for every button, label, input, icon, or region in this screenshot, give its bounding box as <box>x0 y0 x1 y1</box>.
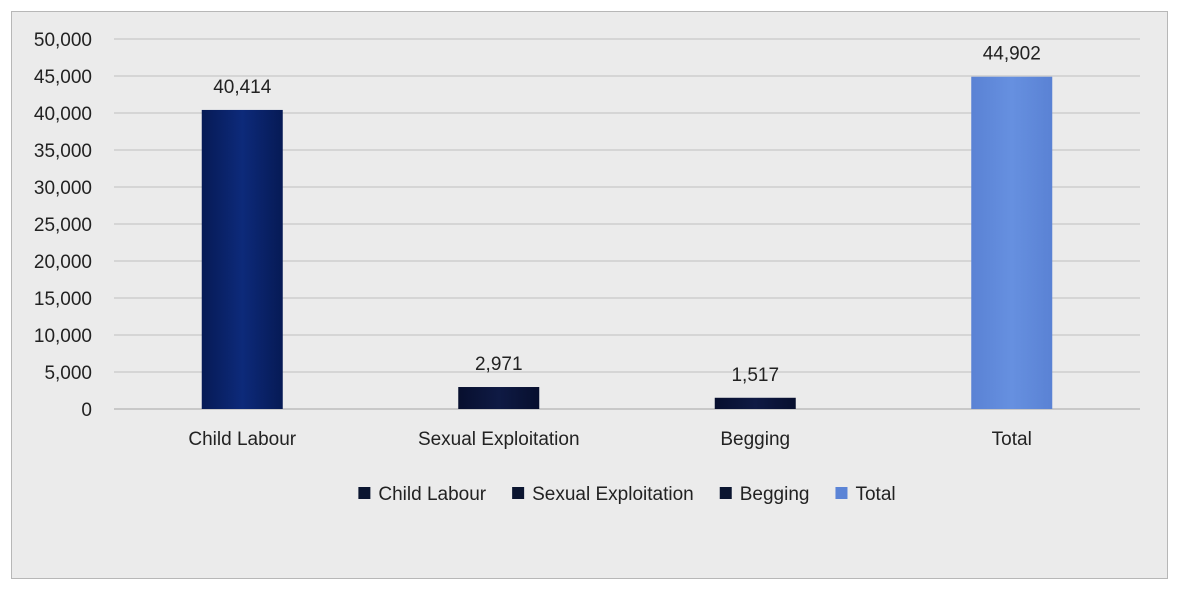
x-tick-label-sexual-exploitation: Sexual Exploitation <box>418 429 580 450</box>
legend-swatch-begging <box>719 487 732 499</box>
y-tick-label: 15,000 <box>34 289 92 310</box>
x-tick-label-child-labour: Child Labour <box>188 429 296 450</box>
data-label-child-labour: 40,414 <box>213 77 272 98</box>
y-tick-label: 40,000 <box>34 104 92 125</box>
legend-label-begging: Begging <box>740 484 810 505</box>
data-label-total: 44,902 <box>983 44 1041 65</box>
y-tick-label: 25,000 <box>34 215 92 236</box>
legend: Child Labour Sexual Exploitation Begging To… <box>358 484 896 505</box>
legend-swatch-child-labour <box>358 487 371 499</box>
bar-sexual-exploitation <box>458 387 540 409</box>
bar-total <box>971 76 1053 410</box>
x-tick-label-total: Total <box>992 429 1032 450</box>
data-label-sexual-exploitation: 2,971 <box>475 354 523 375</box>
y-tick-label: 35,000 <box>34 141 92 162</box>
y-tick-label: 20,000 <box>34 252 92 273</box>
data-label-begging: 1,517 <box>731 365 779 386</box>
y-tick-label: 30,000 <box>34 178 92 199</box>
bar-child-labour <box>201 109 283 409</box>
y-tick-label: 0 <box>81 400 92 421</box>
x-tick-label-begging: Begging <box>720 429 790 450</box>
legend-swatch-sexual-exploitation <box>512 487 525 499</box>
legend-label-sexual-exploitation: Sexual Exploitation <box>532 484 694 505</box>
legend-swatch-total <box>835 487 848 499</box>
y-tick-label: 50,000 <box>34 30 92 51</box>
y-tick-label: 5,000 <box>44 363 92 384</box>
y-tick-label: 45,000 <box>34 67 92 88</box>
legend-label-child-labour: Child Labour <box>378 484 486 505</box>
legend-label-total: Total <box>855 484 895 505</box>
bar-begging <box>714 397 796 409</box>
y-tick-label: 10,000 <box>34 326 92 347</box>
